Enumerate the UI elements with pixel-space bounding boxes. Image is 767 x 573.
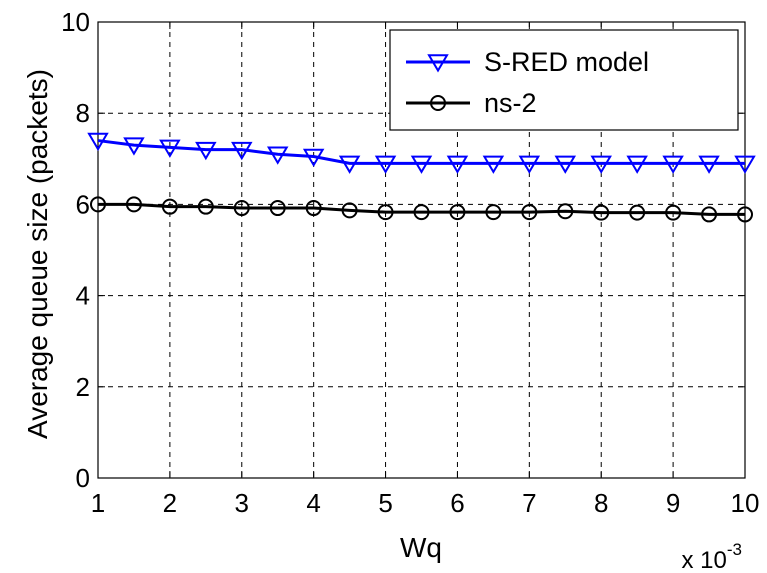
data-point-series-1 xyxy=(698,155,720,174)
legend-label-2: ns-2 xyxy=(484,88,537,118)
axes: 1 2 3 4 5 6 7 8 9 10 0 2 4 6 8 10 xyxy=(61,7,759,518)
data-point-series-2 xyxy=(90,196,106,213)
series-layer xyxy=(87,132,756,223)
data-point-series-2 xyxy=(233,200,250,217)
data-point-series-2 xyxy=(161,198,178,215)
data-point-series-1 xyxy=(482,155,505,174)
data-point-series-1 xyxy=(338,155,361,174)
x-tick-label: 8 xyxy=(594,488,608,518)
data-point-series-1 xyxy=(374,155,397,174)
data-point-series-2 xyxy=(341,202,358,219)
x-axis-multiplier: x 10-3 xyxy=(682,540,743,573)
y-tick-label: 0 xyxy=(76,463,90,493)
data-point-series-1 xyxy=(662,155,684,174)
data-point-series-1 xyxy=(626,155,648,174)
data-point-series-2 xyxy=(197,198,214,215)
data-point-series-1 xyxy=(231,141,253,161)
data-point-series-1 xyxy=(195,141,217,161)
y-tick-label: 4 xyxy=(76,281,90,311)
series-line-1 xyxy=(97,139,745,165)
data-point-series-2 xyxy=(449,204,466,221)
data-point-series-1 xyxy=(87,132,109,152)
legend: S-RED model ns-2 xyxy=(389,29,739,131)
data-point-series-2 xyxy=(413,204,430,221)
data-point-series-1 xyxy=(734,155,756,174)
legend-box xyxy=(389,29,739,131)
data-point-series-1 xyxy=(554,155,577,174)
y-tick-label: 2 xyxy=(76,372,90,402)
y-tick-label: 10 xyxy=(61,7,90,37)
x-axis-label: Wq xyxy=(400,532,442,563)
legend-marker-1 xyxy=(427,54,449,73)
y-tick-label: 6 xyxy=(76,189,90,219)
x-tick-label: 5 xyxy=(378,488,392,518)
x-tick-label: 6 xyxy=(450,488,464,518)
x-tick-label: 10 xyxy=(731,488,760,518)
data-point-series-1 xyxy=(410,155,433,174)
data-point-series-2 xyxy=(125,196,142,213)
plot-frame xyxy=(97,21,746,479)
data-point-series-2 xyxy=(485,204,502,221)
data-point-series-2 xyxy=(269,200,286,217)
y-axis-label: Average queue size (packets) xyxy=(22,69,53,439)
series-line-2 xyxy=(98,202,745,216)
x-tick-label: 9 xyxy=(666,488,680,518)
x-tick-label: 4 xyxy=(306,488,320,518)
data-point-series-2 xyxy=(665,204,682,221)
data-point-series-2 xyxy=(629,204,646,221)
x-tick-label: 1 xyxy=(91,488,105,518)
data-point-series-2 xyxy=(701,206,718,223)
x-axis-multiplier-exp: -3 xyxy=(727,540,742,559)
x-tick-label: 2 xyxy=(163,488,177,518)
data-point-series-1 xyxy=(590,155,612,174)
legend-marker-2 xyxy=(430,95,446,111)
y-tick-label: 8 xyxy=(76,98,90,128)
data-point-series-2 xyxy=(305,200,322,217)
legend-label-1: S-RED model xyxy=(484,47,649,77)
data-point-series-1 xyxy=(123,137,145,156)
data-point-series-1 xyxy=(302,148,325,168)
data-point-series-1 xyxy=(159,139,181,158)
data-point-series-2 xyxy=(593,204,610,221)
x-tick-label: 3 xyxy=(235,488,249,518)
x-axis-multiplier-base: x 10 xyxy=(682,547,727,573)
data-point-series-2 xyxy=(557,203,574,220)
data-point-series-2 xyxy=(521,204,538,221)
data-point-series-1 xyxy=(266,146,289,165)
data-point-series-2 xyxy=(377,204,394,221)
data-point-series-1 xyxy=(446,155,469,174)
x-tick-label: 7 xyxy=(522,488,536,518)
data-point-series-2 xyxy=(737,206,753,223)
data-point-series-1 xyxy=(518,155,541,174)
